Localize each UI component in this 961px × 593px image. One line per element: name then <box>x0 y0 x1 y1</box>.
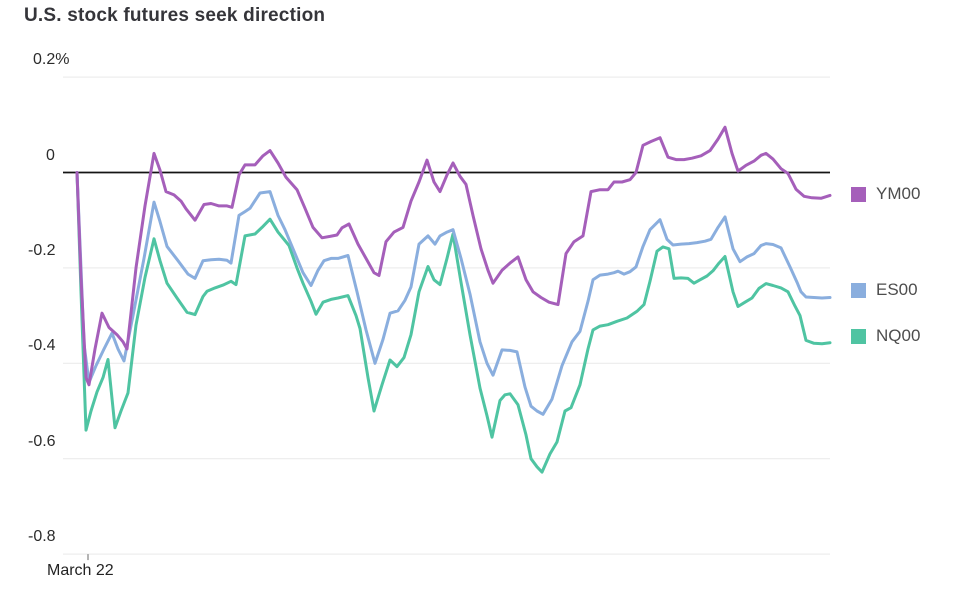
legend-item-nq00: NQ00 <box>851 326 920 346</box>
y-tick-label: -0.4 <box>28 337 56 354</box>
legend-label-nq00: NQ00 <box>876 326 921 345</box>
legend-item-es00: ES00 <box>851 280 918 300</box>
y-tick-label: -0.6 <box>28 433 56 450</box>
y-tick-label: 0 <box>46 147 55 164</box>
x-axis-label: March 22 <box>47 562 114 579</box>
legend-label-es00: ES00 <box>876 280 918 299</box>
chart-title: U.S. stock futures seek direction <box>24 5 326 26</box>
series-line-ym00 <box>75 125 832 387</box>
legend-item-ym00: YM00 <box>851 184 920 204</box>
series-line-es00 <box>75 171 832 416</box>
series-line-nq00 <box>75 171 832 474</box>
ym00-color-swatch <box>851 186 866 202</box>
legend-label-ym00: YM00 <box>876 184 921 203</box>
y-tick-label: -0.8 <box>28 528 56 545</box>
y-tick-label: 0.2% <box>33 51 70 68</box>
nq00-color-swatch <box>851 328 866 344</box>
es00-color-swatch <box>851 282 866 298</box>
y-tick-label: -0.2 <box>28 242 56 259</box>
